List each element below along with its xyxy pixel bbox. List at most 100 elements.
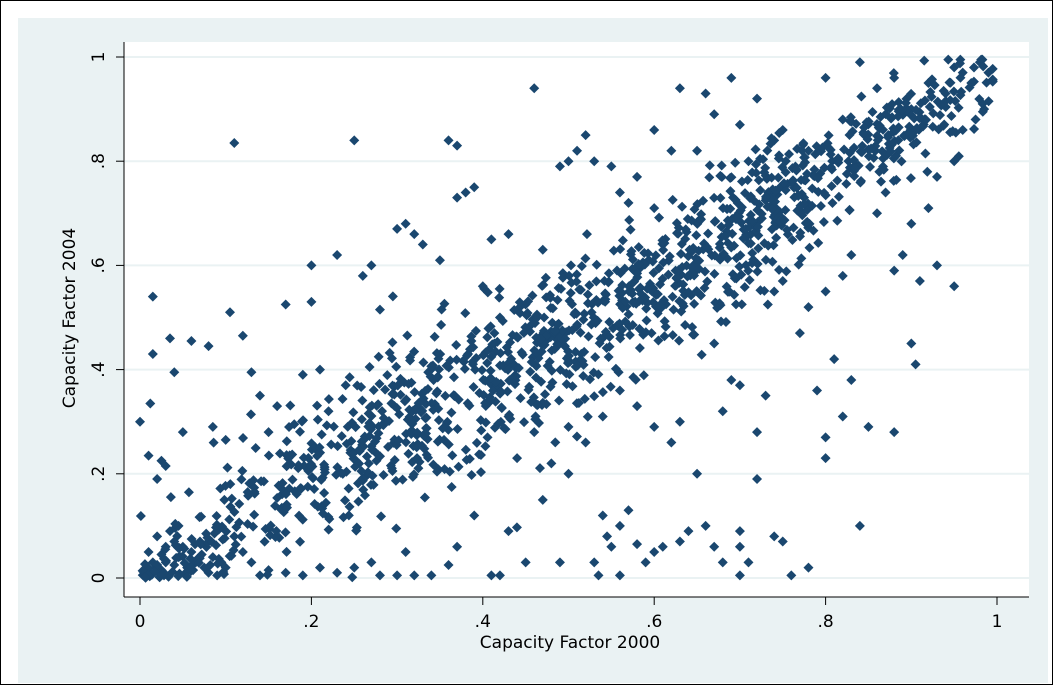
data-point-1078 (612, 265, 623, 276)
data-point-1049 (570, 307, 581, 318)
data-point-412 (242, 487, 253, 498)
data-point-1143 (532, 400, 543, 411)
data-point-482 (368, 385, 379, 396)
data-point-216 (597, 411, 608, 422)
data-point-61 (332, 249, 343, 260)
data-point-213 (880, 187, 891, 198)
data-point-1285 (715, 170, 726, 181)
data-point-1492 (850, 162, 861, 173)
data-point-195 (649, 421, 660, 432)
data-point-51 (254, 390, 265, 401)
data-point-1486 (954, 58, 965, 69)
data-point-666 (347, 417, 358, 428)
data-point-905 (562, 358, 573, 369)
data-point-775 (582, 289, 593, 300)
data-point-577 (470, 364, 481, 375)
data-point-63 (349, 135, 360, 146)
data-point-183 (366, 557, 377, 568)
data-point-507 (419, 492, 430, 503)
data-point-621 (425, 371, 436, 382)
data-point-798 (536, 376, 547, 387)
data-point-1397 (845, 116, 856, 127)
data-point-155 (674, 536, 685, 547)
data-point-57 (306, 296, 317, 307)
data-point-65 (366, 260, 377, 271)
data-point-74 (452, 192, 463, 203)
data-point-1188 (691, 286, 702, 297)
data-point-1570 (900, 97, 911, 108)
data-point-653 (432, 372, 443, 383)
data-point-1506 (955, 90, 966, 101)
data-point-691 (418, 393, 429, 404)
data-point-952 (668, 304, 679, 315)
data-point-1513 (938, 85, 949, 96)
data-point-191 (246, 557, 257, 568)
data-point-186 (314, 562, 325, 573)
data-point-611 (352, 380, 363, 391)
data-point-1390 (797, 160, 808, 171)
data-point-131 (906, 338, 917, 349)
data-point-1037 (590, 352, 601, 363)
data-point-1169 (753, 243, 764, 254)
data-point-432 (225, 501, 236, 512)
data-point-1351 (716, 221, 727, 232)
data-point-431 (185, 553, 196, 564)
data-point-167 (589, 557, 600, 568)
data-point-1562 (893, 97, 904, 108)
data-point-271 (173, 542, 184, 553)
data-point-1181 (550, 325, 561, 336)
data-point-207 (794, 328, 805, 339)
data-point-1494 (888, 153, 899, 164)
data-point-499 (482, 357, 493, 368)
data-point-678 (356, 414, 367, 425)
data-point-364 (217, 521, 228, 532)
data-point-108 (854, 57, 865, 68)
data-point-190 (254, 570, 265, 581)
data-point-1142 (639, 259, 650, 270)
data-point-93 (649, 124, 660, 135)
data-point-9 (186, 546, 197, 557)
data-point-1510 (945, 77, 956, 88)
data-point-144 (777, 536, 788, 547)
data-point-1096 (541, 292, 552, 303)
data-point-75 (460, 187, 471, 198)
data-point-87 (589, 156, 600, 167)
data-point-571 (372, 449, 383, 460)
data-point-1176 (726, 172, 737, 183)
data-point-253 (201, 528, 212, 539)
data-point-1201 (677, 261, 688, 272)
data-point-544 (459, 363, 470, 374)
data-point-326 (378, 470, 389, 481)
data-point-535 (426, 398, 437, 409)
data-point-214 (632, 401, 643, 412)
data-point-1443 (950, 95, 961, 106)
data-point-503 (298, 415, 309, 426)
data-point-1343 (773, 153, 784, 164)
data-point-999 (771, 232, 782, 243)
data-point-398 (293, 460, 304, 471)
data-point-495 (383, 441, 394, 452)
data-point-1536 (948, 86, 959, 97)
data-point-46 (220, 434, 231, 445)
data-point-159 (632, 539, 643, 550)
data-point-1358 (825, 162, 836, 173)
data-point-491 (431, 388, 442, 399)
data-point-859 (443, 439, 454, 450)
data-point-301 (281, 436, 292, 447)
data-point-1429 (878, 161, 889, 172)
data-point-1333 (808, 225, 819, 236)
data-point-1088 (650, 250, 661, 261)
data-point-1229 (727, 228, 738, 239)
data-point-694 (377, 419, 388, 430)
data-point-1012 (557, 325, 568, 336)
data-point-1163 (604, 316, 615, 327)
data-point-322 (208, 437, 219, 448)
data-point-1161 (729, 273, 740, 284)
data-point-92 (649, 203, 660, 214)
data-point-663 (374, 378, 385, 389)
data-point-484 (539, 312, 550, 323)
data-point-624 (353, 496, 364, 507)
data-point-1226 (762, 299, 773, 310)
data-point-97 (700, 88, 711, 99)
